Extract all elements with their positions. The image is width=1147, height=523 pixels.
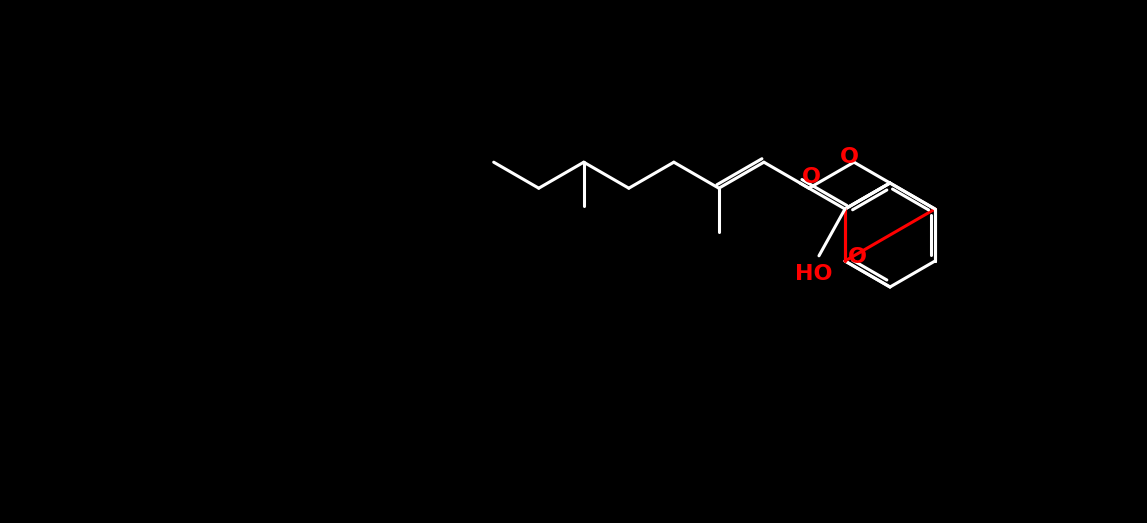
Text: O: O xyxy=(802,167,821,187)
Text: O: O xyxy=(848,247,867,267)
Text: O: O xyxy=(840,147,858,167)
Text: HO: HO xyxy=(795,264,833,284)
